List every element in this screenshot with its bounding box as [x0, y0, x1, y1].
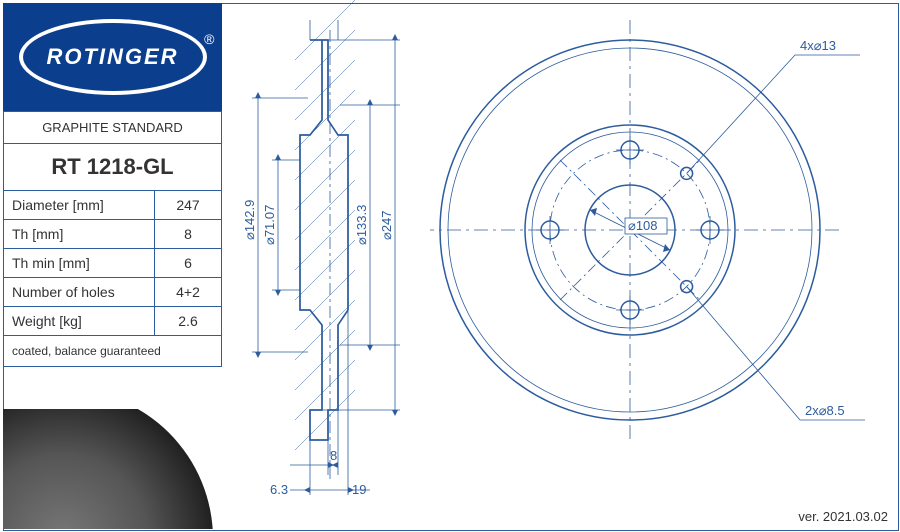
dim-bore: ⌀108 — [628, 218, 658, 233]
brand-logo: ROTINGER ® — [3, 3, 222, 111]
registered-mark: ® — [204, 31, 214, 47]
spec-label: Weight [kg] — [4, 307, 155, 336]
dim-d1: ⌀142.9 — [242, 200, 257, 240]
dim-d3: ⌀133.3 — [354, 205, 369, 245]
spec-value: 2.6 — [155, 307, 222, 336]
spec-label: Number of holes — [4, 278, 155, 307]
dim-d2: ⌀71.07 — [262, 205, 277, 245]
spec-label: Diameter [mm] — [4, 191, 155, 220]
spec-table: GRAPHITE STANDARD RT 1218-GL Diameter [m… — [3, 111, 222, 367]
dim-d4: ⌀247 — [379, 210, 394, 240]
spec-value: 247 — [155, 191, 222, 220]
dim-b1: 6.3 — [270, 482, 288, 497]
dim-b2: 8 — [330, 448, 337, 463]
spec-note: coated, balance guaranteed — [4, 336, 222, 367]
part-number: RT 1218-GL — [4, 144, 222, 191]
spec-value: 4+2 — [155, 278, 222, 307]
callout-bolts: 4x⌀13 — [800, 38, 836, 53]
spec-label: Th min [mm] — [4, 249, 155, 278]
brand-name: ROTINGER — [46, 44, 178, 70]
dim-b3: 19 — [352, 482, 366, 497]
product-line: GRAPHITE STANDARD — [4, 112, 222, 144]
spec-value: 6 — [155, 249, 222, 278]
side-view: 8 6.3 19 ⌀142.9 ⌀71.07 ⌀133.3 ⌀247 — [240, 0, 420, 510]
product-photo — [3, 409, 222, 529]
spec-value: 8 — [155, 220, 222, 249]
spec-label: Th [mm] — [4, 220, 155, 249]
callout-small: 2x⌀8.5 — [805, 403, 845, 418]
front-view: ⌀108 4x⌀13 2x⌀8.5 — [430, 10, 890, 500]
version-label: ver. 2021.03.02 — [798, 509, 888, 524]
